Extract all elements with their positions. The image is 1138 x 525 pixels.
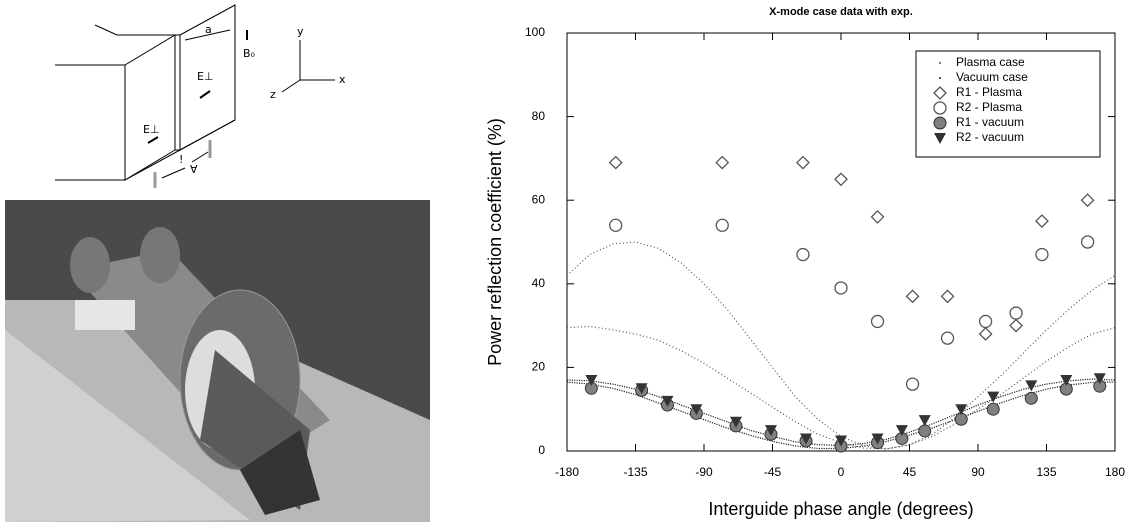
diamond-marker xyxy=(978,327,993,341)
disc-marker xyxy=(986,402,1000,416)
triangle-marker xyxy=(871,433,884,445)
y-axis-label: Power reflection coefficient (%) xyxy=(485,118,505,366)
y-tick-label: 100 xyxy=(525,25,545,39)
diamond-marker xyxy=(905,289,920,304)
diagram-label: E⊥ xyxy=(143,123,160,136)
circle-marker xyxy=(796,247,810,262)
legend-label: Vacuum case xyxy=(956,70,1028,84)
x-tick-label: -90 xyxy=(695,465,713,479)
circle-marker xyxy=(1080,235,1095,249)
legend-label: R2 - Plasma xyxy=(956,100,1022,114)
circle-marker xyxy=(1009,306,1023,320)
y-tick-label: 0 xyxy=(538,443,545,457)
y-tick-label: 40 xyxy=(532,276,546,290)
legend-label: R2 - vacuum xyxy=(956,130,1024,144)
circle-marker xyxy=(609,218,623,232)
diamond-marker xyxy=(1035,214,1049,229)
circle-marker xyxy=(978,314,993,329)
diagram-label: B₀ xyxy=(243,47,256,60)
legend-label: Plasma case xyxy=(956,55,1025,69)
chart-title: X-mode case data with exp. xyxy=(769,6,913,18)
circle-marker xyxy=(1035,247,1049,262)
disc-marker xyxy=(933,116,947,130)
y-tick-label: 60 xyxy=(532,192,546,206)
disc-marker xyxy=(1024,391,1038,405)
circle-marker xyxy=(905,377,920,391)
diagram-label: z xyxy=(270,88,276,101)
y-tick-label: 20 xyxy=(532,360,546,374)
triangle-marker xyxy=(764,425,777,437)
x-axis-label: Interguide phase angle (degrees) xyxy=(708,499,973,519)
diagram-label: y xyxy=(297,25,304,38)
curve xyxy=(566,241,1116,450)
diamond-marker xyxy=(715,155,730,170)
triangle-marker xyxy=(690,404,703,416)
triangle-marker xyxy=(799,433,812,445)
circle-marker xyxy=(715,218,729,232)
triangle-marker xyxy=(918,415,931,427)
triangle-marker xyxy=(661,395,674,407)
x-tick-label: 45 xyxy=(903,465,917,479)
diagram-label: ! xyxy=(179,153,183,166)
circle-marker xyxy=(870,314,885,329)
circle-marker xyxy=(940,331,955,345)
diamond-marker xyxy=(940,289,955,304)
dot-marker xyxy=(939,77,941,79)
x-tick-label: -135 xyxy=(623,465,647,479)
y-tick-label: 80 xyxy=(532,109,546,123)
dot-marker xyxy=(939,62,941,64)
diamond-marker xyxy=(933,86,947,100)
diagram-label: E⊥ xyxy=(197,70,214,83)
apparatus-photo xyxy=(5,200,430,522)
diamond-marker xyxy=(870,210,885,224)
x-tick-label: 135 xyxy=(1036,465,1056,479)
diamond-marker xyxy=(1080,193,1095,208)
x-tick-label: 90 xyxy=(971,465,985,479)
legend-label: R1 - Plasma xyxy=(956,85,1022,99)
circle-marker xyxy=(834,281,848,295)
disc-marker xyxy=(918,424,932,438)
triangle-marker xyxy=(729,416,742,428)
diamond-marker xyxy=(796,155,810,170)
triangle-marker xyxy=(955,404,968,416)
triangle-marker xyxy=(895,425,908,437)
legend-box xyxy=(915,50,1101,158)
diamond-marker xyxy=(1009,318,1023,333)
triangle-marker xyxy=(934,133,946,144)
x-tick-label: 180 xyxy=(1105,465,1125,479)
triangle-marker xyxy=(1060,374,1073,386)
diagram-label: a xyxy=(205,23,212,36)
diamond-marker xyxy=(834,172,848,187)
waveguide-diagram xyxy=(55,4,335,188)
x-tick-label: -180 xyxy=(555,465,579,479)
triangle-marker xyxy=(987,391,1000,403)
legend-label: R1 - vacuum xyxy=(956,115,1024,129)
triangle-marker xyxy=(635,383,648,395)
triangle-marker xyxy=(835,435,847,447)
x-tick-label: -45 xyxy=(764,465,782,479)
circle-marker xyxy=(933,101,947,115)
x-tick-label: 0 xyxy=(838,465,845,479)
diamond-marker xyxy=(608,155,623,170)
diagram-label: ∀ xyxy=(190,163,198,176)
triangle-marker xyxy=(585,374,598,386)
diagram-label: x xyxy=(339,73,346,86)
triangle-marker xyxy=(1093,373,1106,385)
triangle-marker xyxy=(1025,380,1038,392)
